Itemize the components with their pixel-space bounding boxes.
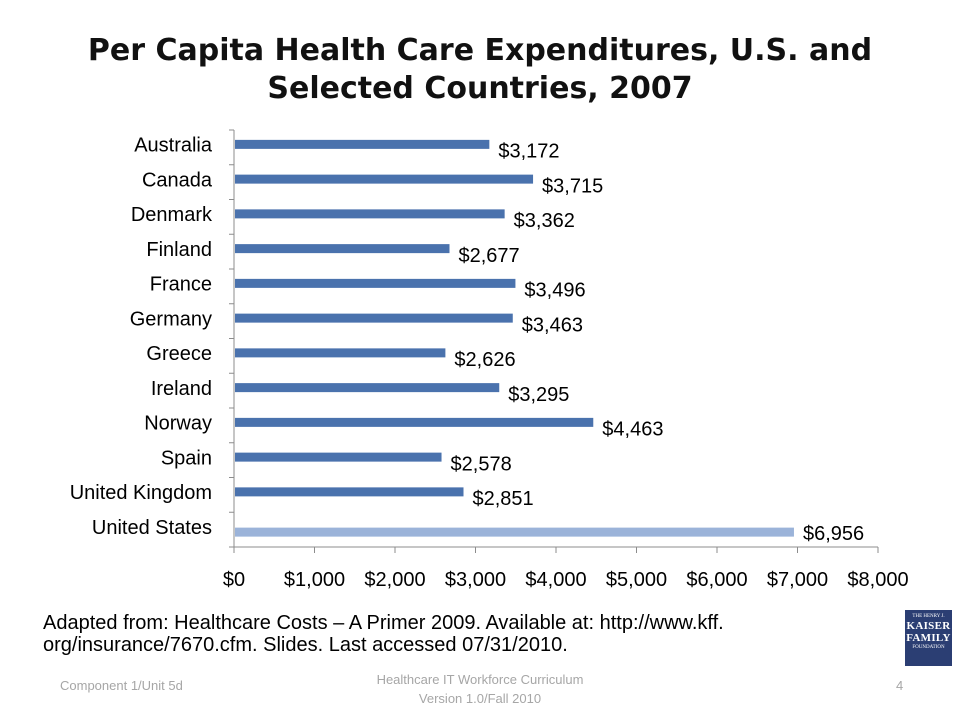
data-label: $6,956: [803, 523, 864, 545]
data-label: $3,715: [542, 175, 603, 197]
category-label: Finland: [146, 239, 212, 261]
data-label: $2,578: [451, 453, 512, 475]
slide-title: Per Capita Health Care Expenditures, U.S…: [40, 32, 920, 108]
x-tick-label: $7,000: [767, 569, 828, 591]
kaiser-family-foundation-logo: THE HENRY J. KAISER FAMILY FOUNDATION: [905, 610, 952, 666]
bar: [235, 348, 446, 358]
x-tick-label: $1,000: [284, 569, 345, 591]
bar: [235, 244, 450, 254]
x-tick-label: $4,000: [525, 569, 586, 591]
bar: [235, 487, 464, 497]
x-tick-label: $8,000: [847, 569, 908, 591]
bar: [235, 278, 516, 288]
bar: [235, 452, 442, 462]
slide-title-line1: Per Capita Health Care Expenditures, U.S…: [87, 33, 873, 68]
bar: [235, 209, 505, 219]
x-tick-label: $3,000: [445, 569, 506, 591]
slide-title-line2: Selected Countries, 2007: [267, 71, 693, 106]
bar: [235, 383, 500, 393]
source-line-2: org/insurance/7670.cfm. Slides. Last acc…: [43, 634, 568, 656]
category-label: Spain: [161, 447, 212, 469]
category-label: Germany: [130, 308, 212, 330]
category-label: United States: [92, 517, 212, 539]
bar: [235, 527, 794, 537]
data-label: $3,172: [498, 141, 559, 163]
bar-chart: $0 $1,000 $2,000 $3,000 $4,000 $5,000 $6,000 $7…: [70, 129, 909, 591]
page-number: 4: [896, 678, 904, 693]
bar: [235, 313, 513, 323]
category-label: Denmark: [131, 204, 213, 226]
category-label: Greece: [146, 343, 212, 365]
source-line-1: Adapted from: Healthcare Costs – A Prime…: [43, 612, 724, 634]
footer-curriculum-line2: Version 1.0/Fall 2010: [418, 691, 542, 706]
x-tick-label: $2,000: [364, 569, 425, 591]
data-label: $3,496: [524, 280, 585, 302]
category-label: Canada: [142, 169, 213, 191]
footer-component: Component 1/Unit 5d: [60, 678, 183, 693]
category-label: Australia: [134, 135, 213, 157]
data-label: $3,362: [514, 210, 575, 232]
bar: [235, 139, 490, 149]
bar: [235, 174, 534, 184]
data-label: $2,851: [473, 488, 534, 510]
category-label: Norway: [144, 413, 212, 435]
x-tick-label: $6,000: [686, 569, 747, 591]
category-label: Ireland: [151, 378, 212, 400]
data-label: $2,626: [454, 349, 515, 371]
data-label: $3,295: [508, 384, 569, 406]
category-label: France: [150, 274, 212, 296]
source-citation: Adapted from: Healthcare Costs – A Prime…: [43, 612, 893, 656]
x-tick-label: $5,000: [606, 569, 667, 591]
data-label: $4,463: [602, 419, 663, 441]
bar: [235, 417, 594, 427]
x-tick-label: $0: [223, 569, 245, 591]
data-label: $3,463: [522, 314, 583, 336]
category-label: United Kingdom: [70, 482, 212, 504]
footer-curriculum: Healthcare IT Workforce Curriculum Versi…: [300, 670, 660, 708]
data-label: $2,677: [458, 245, 519, 267]
footer-curriculum-line1: Healthcare IT Workforce Curriculum: [376, 672, 584, 687]
